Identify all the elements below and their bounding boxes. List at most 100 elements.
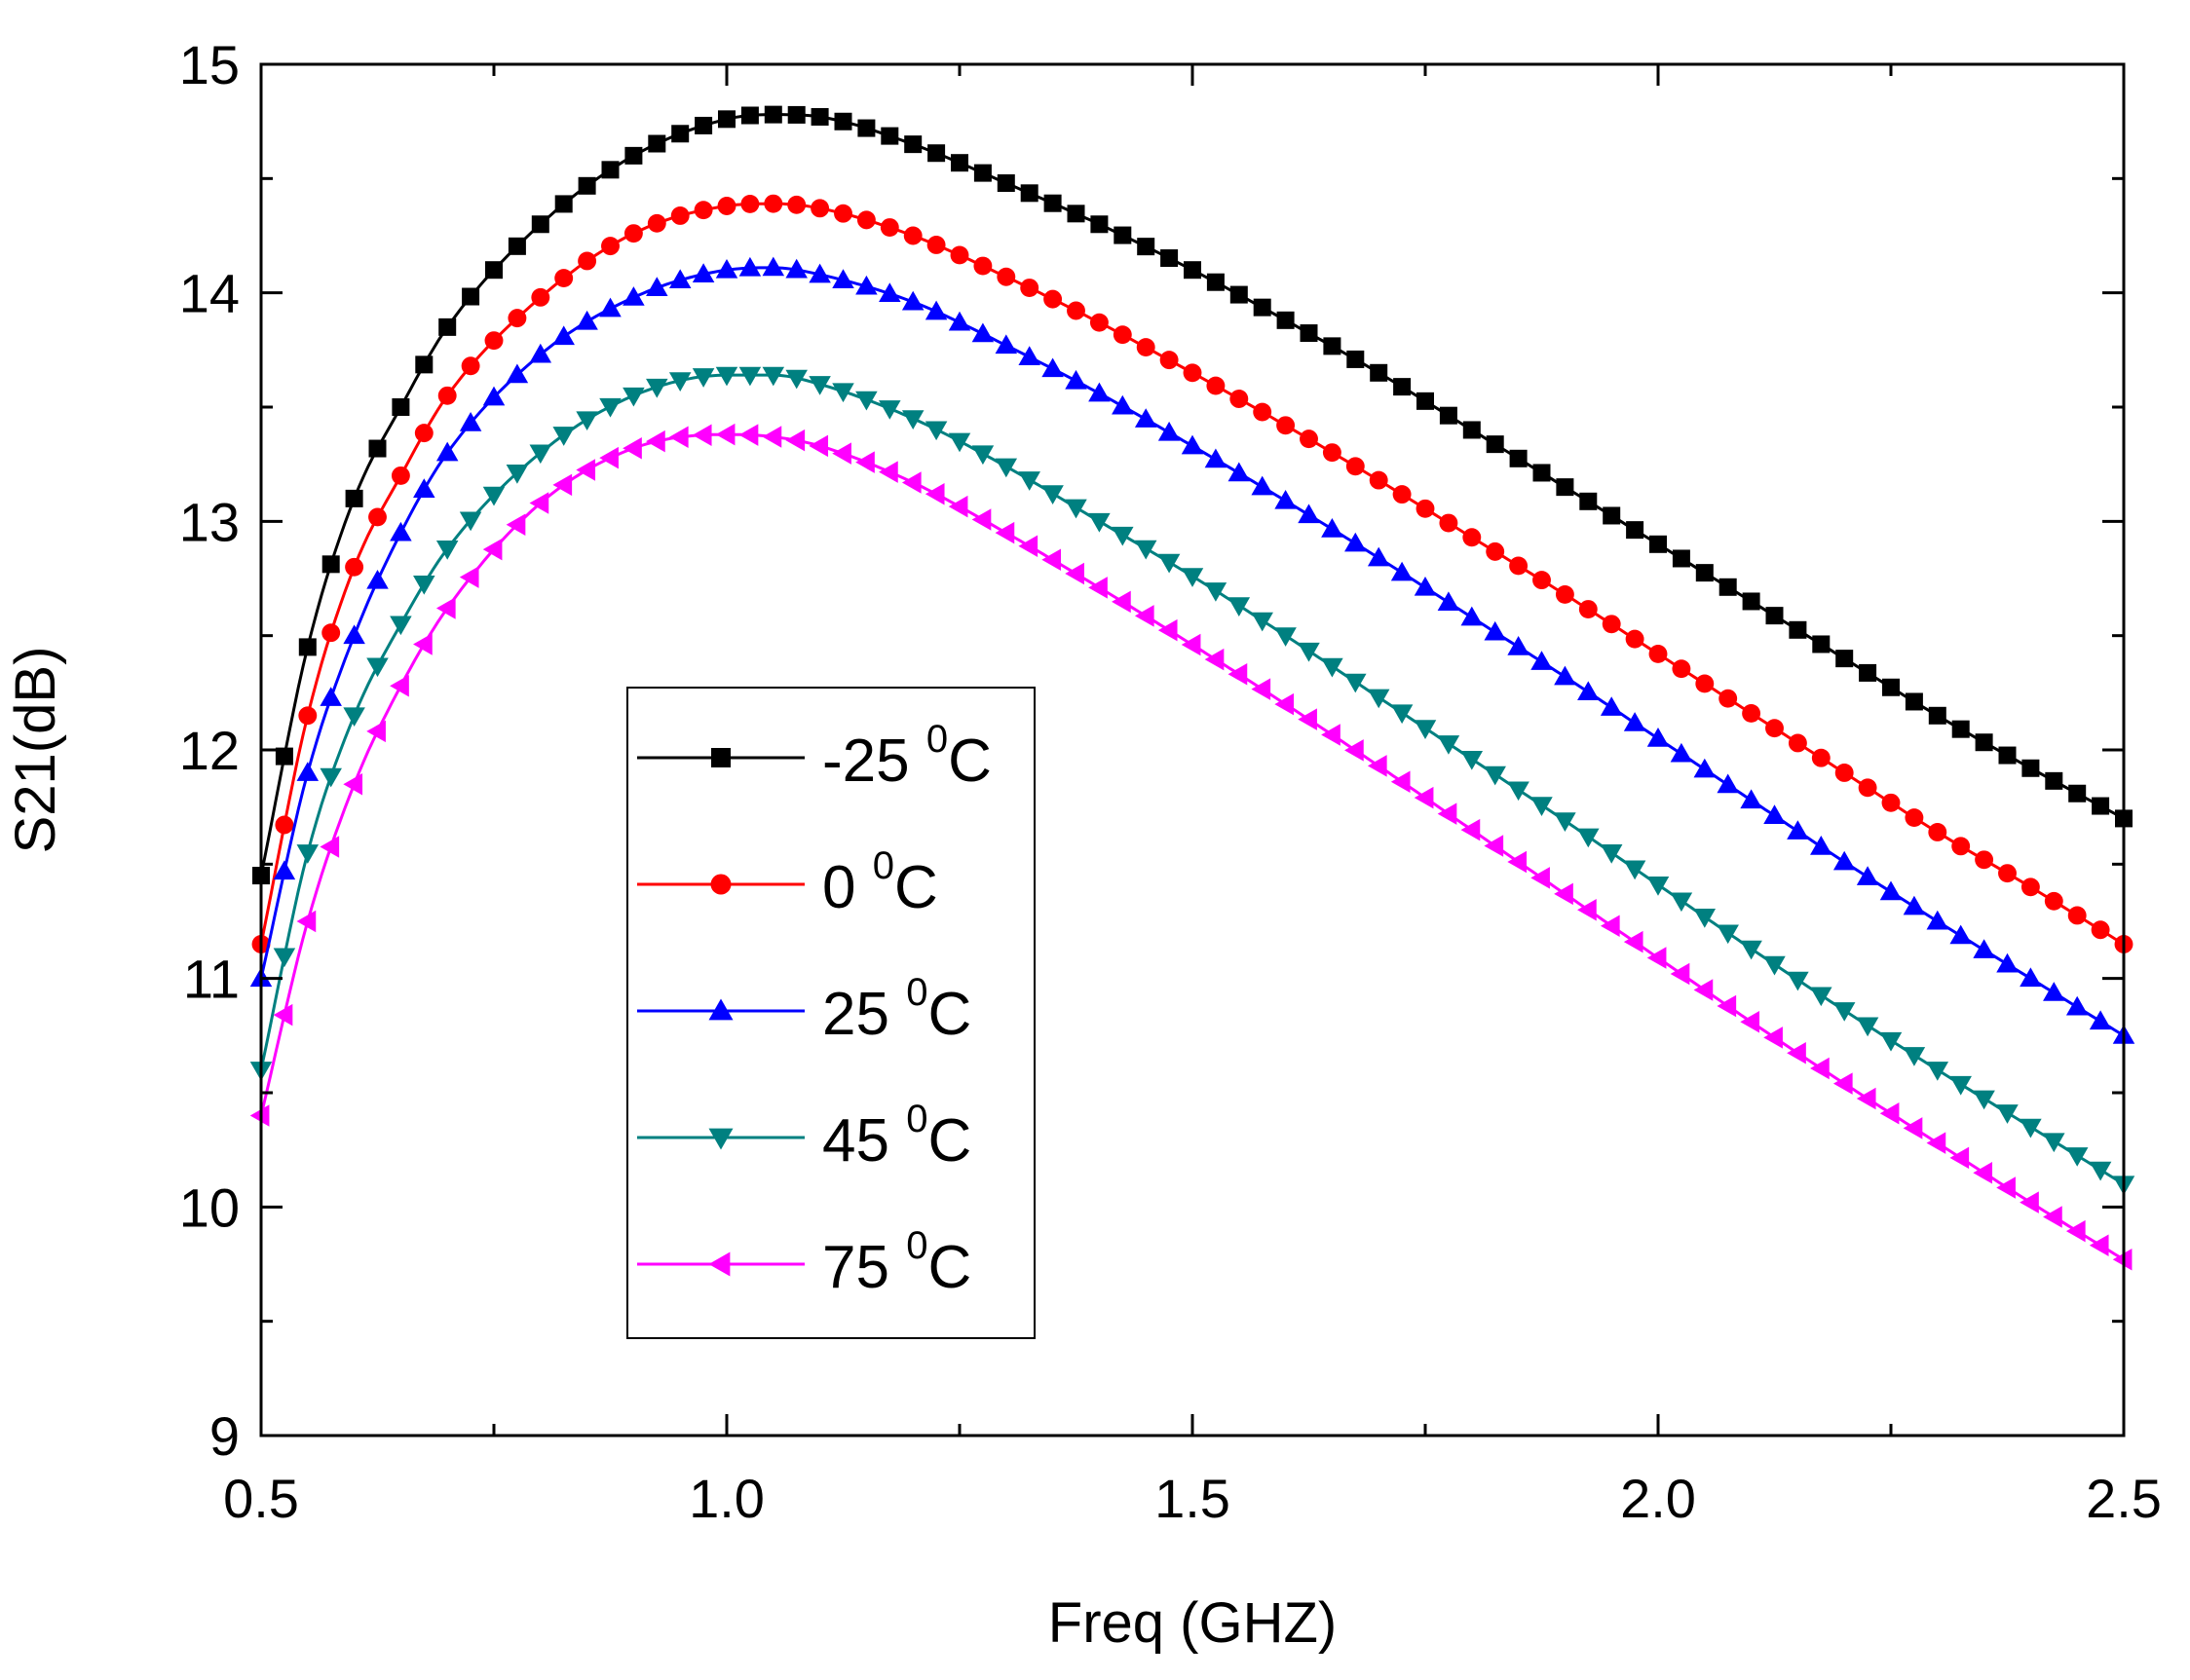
series-point [997,267,1016,286]
series-point [1856,866,1879,885]
series-point [1646,728,1670,747]
series-point [320,836,340,858]
series-point [2021,759,2040,777]
series-point [1832,1002,1856,1022]
series-point [948,495,968,518]
series-point [1949,1075,1972,1096]
legend-marker [708,998,734,1021]
series-point [1439,513,1458,533]
series-point [576,459,596,481]
series-point [1089,313,1109,332]
series-point [834,204,852,223]
series-point [787,105,806,124]
series-point [1879,880,1903,901]
series-point [1951,837,1971,856]
series-point [762,366,785,387]
series-point [647,213,666,233]
series-point [1344,673,1367,693]
series-point [1437,803,1457,825]
series-point [1763,1027,1783,1049]
series-point [1157,618,1178,642]
series-point [1437,735,1460,755]
series-point [2089,1010,2112,1030]
series-point [1183,363,1202,383]
series-point [1859,663,1877,682]
series-point [1486,435,1504,454]
series-point [1416,392,1434,410]
series-point [1184,261,1201,280]
series-point [715,366,738,387]
legend-marker [708,1128,734,1150]
series-point [1810,1057,1830,1080]
series-point [1206,273,1225,291]
series-point [1298,504,1320,524]
series-layer [249,105,2135,1271]
legend-label: 75 0C [822,1224,971,1301]
series-point [995,458,1018,478]
series-point [1670,892,1693,913]
series-point [1300,324,1318,343]
series-point [1717,773,1739,794]
series-point [1229,390,1249,408]
series-point [1251,612,1273,632]
series-point [296,844,320,864]
series-point [787,195,807,214]
series-point [1160,249,1179,268]
series-point [296,910,317,933]
series-point [692,263,715,282]
series-point [1020,184,1038,203]
series-point [1065,499,1087,519]
legend-marker [711,748,731,767]
series-point [1065,369,1087,390]
series-point [623,286,645,306]
series-point [1227,597,1251,616]
series-point [273,860,296,880]
series-point [1577,681,1600,701]
series-point [740,106,759,125]
series-point [971,508,992,531]
series-point [1718,689,1738,708]
series-point [2065,1147,2089,1167]
series-point [1554,812,1576,832]
series-point [296,762,320,781]
series-point [2045,771,2063,790]
series-point [1856,1017,1879,1037]
series-point [1579,492,1598,510]
series-point [668,269,692,289]
series-point [366,720,386,743]
series-point [321,623,341,643]
series-point [576,411,598,431]
series-point [1832,1072,1853,1095]
y-tick-label: 12 [179,720,240,781]
series-4 [249,423,2133,1271]
series-point [529,343,552,363]
series-point [1928,706,1946,725]
series-point [506,513,526,536]
series-point [1276,416,1296,435]
series-point [1530,651,1553,670]
series-point [1556,478,1574,497]
series-point [599,297,622,317]
series-point [1905,692,1923,711]
legend: -25 0C 0 0C 25 0C 45 0C 75 0C [626,687,1036,1339]
series-point [1996,952,2019,973]
series-2 [249,256,2135,1044]
series-point [1390,770,1411,793]
series-point [692,424,712,446]
series-point [1113,325,1132,345]
series-point [1530,867,1550,889]
series-point [1367,546,1390,567]
series-point [1507,781,1529,802]
series-point [623,436,642,460]
series-point [832,442,851,465]
series-point [1321,518,1343,538]
series-point [485,261,503,280]
series-point [1439,406,1457,425]
series-point [2043,1206,2062,1228]
series-point [1344,739,1364,762]
series-point [1369,470,1388,490]
series-point [1134,605,1154,627]
series-point [855,451,875,473]
series-point [1810,987,1832,1007]
series-point [529,444,552,465]
